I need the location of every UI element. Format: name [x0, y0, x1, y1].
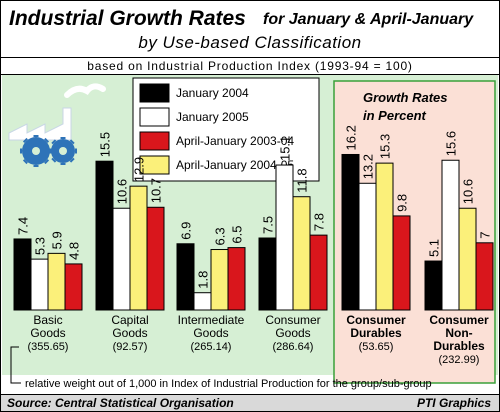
bar [392, 215, 411, 311]
data-label: 9.8 [395, 194, 410, 212]
bar [112, 207, 131, 311]
category-label: Durables [350, 326, 402, 340]
data-label: 10.7 [149, 178, 164, 203]
gear-hub-icon [59, 147, 67, 155]
category-label: Consumer [265, 313, 320, 327]
category-label: Goods [275, 326, 310, 340]
legend-label: January 2005 [176, 110, 249, 124]
data-label: 6.5 [230, 226, 245, 244]
data-label: 16.2 [344, 125, 359, 150]
chart-period: for January & April-January [263, 11, 474, 28]
data-label: 6.3 [213, 227, 228, 245]
category-label: Durables [433, 339, 485, 353]
footer: Source: Central Statistical Organisation… [1, 394, 499, 411]
bar [292, 196, 311, 311]
category-weight: (265.14) [191, 341, 232, 353]
category-weight: (232.99) [439, 354, 480, 366]
chart-subtitle: by Use-based Classification [138, 33, 362, 52]
bar [64, 263, 83, 311]
footnote: relative weight out of 1,000 in Index of… [25, 378, 432, 390]
category-label: Goods [193, 326, 228, 340]
category-weight: (286.64) [273, 341, 314, 353]
bar [210, 249, 229, 311]
bar [475, 242, 494, 311]
chart-basis-note: based on Industrial Production Index (19… [87, 59, 413, 73]
unit-label: in Percent [363, 108, 427, 123]
bar [13, 238, 32, 311]
data-label: 11.8 [295, 168, 310, 192]
category-weight: (53.65) [359, 341, 394, 353]
bar [129, 185, 148, 311]
data-label: 12.9 [132, 157, 147, 182]
source-note: Source: Central Statistical Organisation [7, 396, 234, 410]
gear-hub-icon [32, 147, 40, 155]
category-weight: (355.65) [28, 341, 69, 353]
bar [146, 206, 165, 311]
data-label: 5.1 [427, 239, 442, 257]
data-label: 7.4 [16, 217, 31, 235]
bar [358, 182, 377, 311]
category-label: Capital [111, 313, 148, 327]
data-label: 5.3 [33, 237, 48, 255]
legend-swatch [139, 83, 170, 103]
data-label: 15.5 [98, 132, 113, 157]
data-label: 5.9 [50, 231, 65, 249]
bar [441, 159, 460, 311]
data-label: 15.6 [444, 131, 459, 156]
category-weight: (92.57) [113, 341, 148, 353]
legend-swatch [139, 131, 170, 151]
legend-label: April-January 2004-05 [176, 158, 294, 172]
factory-icon [8, 107, 72, 141]
category-label: Consumer [429, 313, 489, 327]
legend-label: April-January 2003-04 [176, 134, 294, 148]
chart-title: Industrial Growth Rates [9, 7, 246, 30]
category-label: Intermediate [178, 313, 245, 327]
data-label: 7.5 [261, 216, 276, 234]
data-label: 15.1 [278, 136, 293, 161]
bar [47, 252, 66, 311]
bar [424, 260, 443, 311]
bar [309, 234, 328, 311]
data-label: 4.8 [67, 242, 82, 260]
data-label: 10.6 [461, 179, 476, 204]
category-label: Goods [30, 326, 65, 340]
legend-label: January 2004 [176, 86, 249, 100]
credit-note: PTI Graphics [416, 396, 491, 410]
data-label: 10.6 [115, 179, 130, 204]
bar [275, 164, 294, 311]
category-label: Non- [445, 326, 472, 340]
bar-chart: January 2004 January 2005 April-January 20… [2, 75, 498, 390]
smoke-icon [64, 83, 106, 98]
data-label: 1.8 [196, 271, 211, 289]
data-label: 7.8 [312, 213, 327, 231]
data-label: 15.3 [378, 134, 393, 159]
bar [458, 207, 477, 311]
category-label: Basic [33, 313, 62, 327]
bar [375, 162, 394, 311]
legend-swatch [139, 155, 170, 175]
gear-teeth-icon [49, 137, 77, 165]
bar [193, 292, 212, 311]
bar [258, 237, 277, 311]
category-label: Consumer [346, 313, 406, 327]
footnote-bracket [10, 346, 21, 384]
bar [95, 160, 114, 311]
data-label: 7 [478, 232, 493, 239]
legend-swatch [139, 107, 170, 127]
bar [176, 243, 195, 311]
data-label: 6.9 [179, 222, 194, 240]
title-band: Industrial Growth Rates for January & Ap… [1, 1, 499, 57]
bar [30, 258, 49, 311]
unit-label: Growth Rates [363, 90, 448, 105]
data-label: 13.2 [361, 154, 376, 179]
bar [341, 153, 360, 311]
bar [227, 247, 246, 311]
basis-band: based on Industrial Production Index (19… [1, 57, 499, 75]
category-label: Goods [112, 326, 147, 340]
